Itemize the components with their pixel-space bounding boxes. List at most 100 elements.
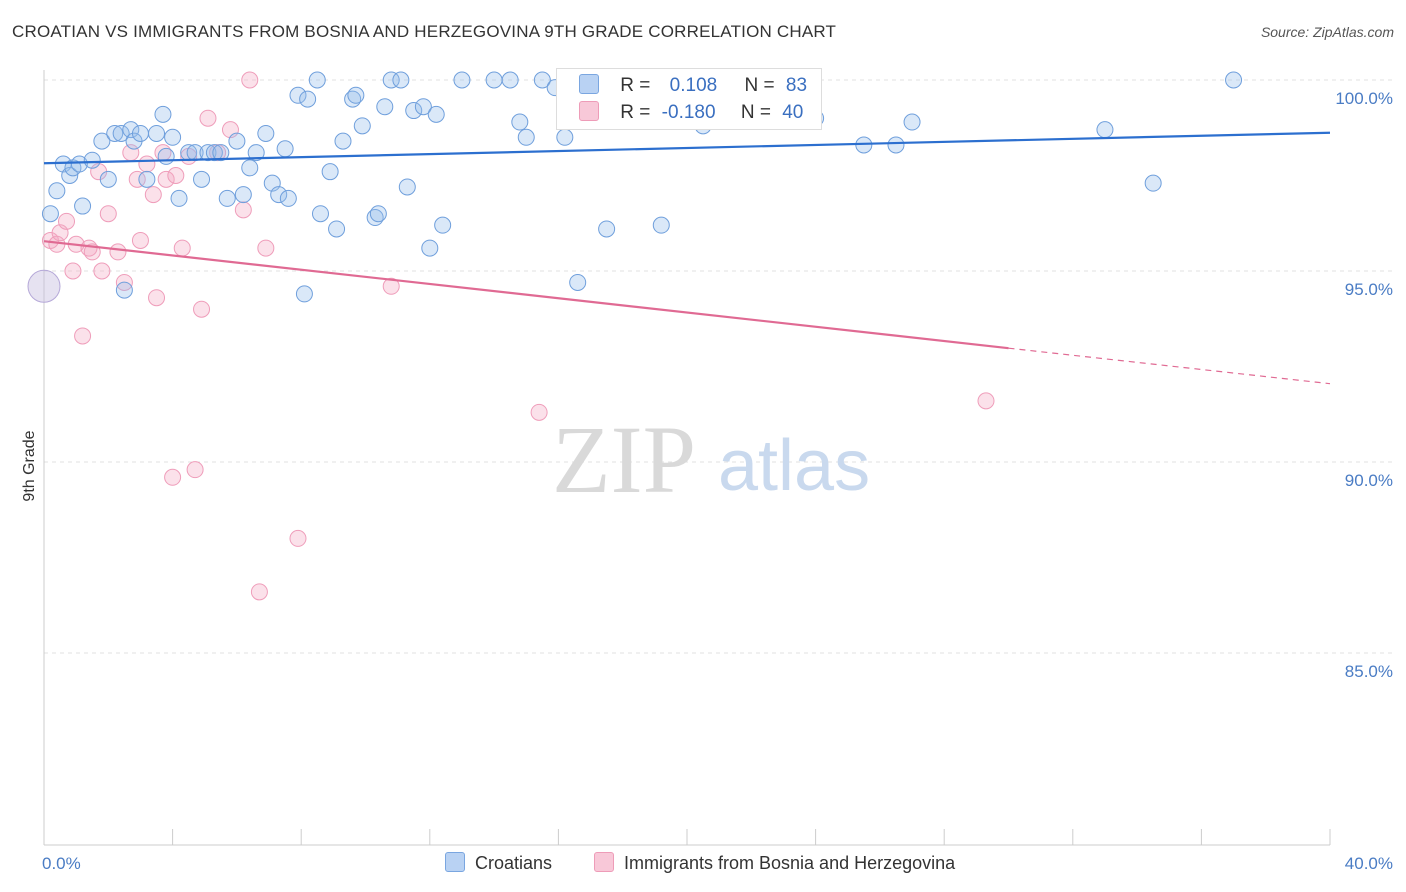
croatian-point (234, 186, 252, 204)
croatian-point (328, 220, 346, 238)
bosnia-trend-extension (1008, 347, 1331, 385)
legend-row-croatians: R = 0.108 N = 83 (579, 74, 807, 100)
croatian-point (392, 71, 410, 89)
croatian-point (427, 105, 445, 123)
n-value-bosnia: 40 (782, 102, 804, 123)
croatian-point (157, 147, 175, 165)
croatian-point (382, 71, 400, 89)
bosnia-point (250, 583, 268, 601)
croatian-point (517, 128, 535, 146)
croatian-point (903, 113, 921, 131)
croatian-point (434, 216, 452, 234)
croatian-point (414, 98, 432, 116)
bosnia-point (148, 289, 166, 307)
croatian-point (83, 151, 101, 169)
bosnia-point (977, 392, 995, 410)
croatian-point (74, 197, 92, 215)
croatian-point (122, 121, 140, 139)
croatian-point (270, 186, 288, 204)
croatian-point (138, 170, 156, 188)
croatian-point (164, 128, 182, 146)
bosnia-point (199, 109, 217, 127)
croatian-point (652, 216, 670, 234)
croatian-point (556, 128, 574, 146)
bosnia-trend-line (43, 240, 1009, 350)
croatian-point (1144, 174, 1162, 192)
bosnia-legend-swatch (594, 852, 614, 872)
y-tick-label: 85.0% (1345, 662, 1393, 681)
croatians-trend-line (43, 131, 1331, 165)
bosnia-point (99, 205, 117, 223)
watermark-atlas: atlas (718, 426, 870, 506)
bosnia-point (164, 468, 182, 486)
croatian-point (321, 163, 339, 181)
croatian-point (353, 117, 371, 135)
croatians-legend-swatch (445, 852, 465, 872)
n-value-croatians: 83 (785, 75, 808, 96)
croatian-point (533, 71, 551, 89)
bosnia-point (234, 201, 252, 219)
croatian-point (228, 132, 246, 150)
croatian-point (347, 86, 365, 104)
croatian-point (279, 189, 297, 207)
r-value-bosnia: -0.180 (661, 102, 716, 123)
croatian-point (405, 102, 423, 120)
croatian-point (295, 285, 313, 303)
bosnia-point (93, 262, 111, 280)
r-value-croatians: 0.108 (669, 75, 718, 96)
source-label: Source: ZipAtlas.com (1260, 24, 1394, 40)
bosnia-point (128, 170, 146, 188)
r-label: R = (620, 75, 651, 96)
croatian-point (70, 155, 88, 173)
chart-title: CROATIAN VS IMMIGRANTS FROM BOSNIA AND H… (12, 22, 837, 41)
legend-row-bosnia: R = -0.180 N = 40 (579, 101, 803, 127)
croatian-point (154, 105, 172, 123)
croatian-point (485, 71, 503, 89)
croatian-point (205, 144, 223, 162)
bosnia-point (157, 170, 175, 188)
croatian-point (398, 178, 416, 196)
croatian-point (247, 144, 265, 162)
croatian-point (421, 239, 439, 257)
croatian-point (41, 205, 59, 223)
croatian-point (199, 144, 217, 162)
croatians-legend-label: Croatians (475, 853, 553, 873)
croatian-point (131, 124, 149, 142)
croatian-point (1096, 121, 1114, 139)
croatian-point (218, 189, 236, 207)
r-label: R = (620, 102, 651, 123)
croatian-point (148, 124, 166, 142)
bosnia-point (167, 167, 185, 184)
bosnia-point (289, 529, 307, 547)
croatian-point (276, 140, 294, 158)
y-tick-label: 100.0% (1335, 89, 1393, 108)
croatian-point (376, 98, 394, 116)
bosnia-point (64, 262, 82, 280)
bosnia-legend-label: Immigrants from Bosnia and Herzegovina (624, 853, 956, 873)
croatian-point (501, 71, 519, 89)
croatian-point (299, 90, 317, 108)
bosnia-point (138, 155, 156, 173)
croatian-point (106, 124, 124, 142)
bosnia-point (530, 403, 548, 421)
croatian-point (170, 189, 188, 207)
croatian-point (569, 273, 587, 291)
y-tick-label: 95.0% (1345, 280, 1393, 299)
bosnia-point (131, 231, 149, 249)
n-label: N = (740, 102, 771, 123)
series-legend: Croatians Immigrants from Bosnia and Her… (0, 852, 1406, 878)
croatian-point (308, 71, 326, 89)
y-tick-label: 90.0% (1345, 471, 1393, 490)
croatian-point (289, 86, 307, 104)
gridlines (44, 79, 1392, 654)
stats-legend: R = 0.108 N = 83 R = -0.180 N = 40 (556, 68, 822, 130)
croatian-point (511, 113, 529, 131)
croatian-point (369, 205, 387, 223)
x-tick-label: 40.0% (1345, 854, 1393, 873)
bosnia-swatch (579, 101, 599, 121)
bosnia-point (241, 71, 259, 89)
bosnia-point (193, 300, 211, 318)
croatian-point (334, 132, 352, 150)
trend-lines (43, 131, 1331, 385)
croatians-swatch (579, 74, 599, 94)
